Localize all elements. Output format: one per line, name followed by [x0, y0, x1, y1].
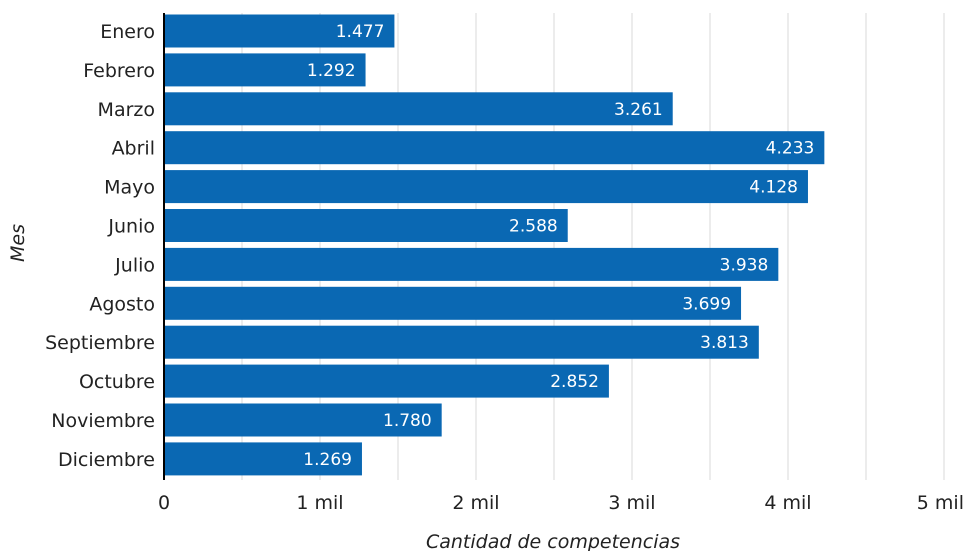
data-label: 1.477 — [336, 22, 385, 42]
bar — [164, 442, 362, 476]
x-tick-labels: 0 1 mil 2 mil 3 mil 4 mil 5 mil — [158, 492, 964, 514]
data-label: 3.261 — [614, 100, 663, 120]
data-label: 3.699 — [682, 294, 731, 314]
bar — [164, 53, 366, 87]
category-label: Noviembre — [51, 410, 155, 432]
bar — [164, 247, 779, 281]
data-label: 1.780 — [383, 411, 432, 431]
category-labels: Enero Febrero Marzo Abril Mayo Junio Julio Agos… — [45, 21, 155, 471]
gridlines — [241, 13, 945, 480]
category-label: Septiembre — [45, 332, 155, 354]
data-label: 2.852 — [550, 372, 599, 392]
data-label: 3.938 — [720, 255, 769, 275]
data-labels: 1.477 1.292 3.261 4.233 4.128 2.588 3.938 3.699… — [303, 22, 814, 470]
bar — [164, 364, 609, 398]
category-label: Junio — [107, 216, 155, 238]
data-label: 4.233 — [766, 139, 815, 159]
bar — [164, 131, 825, 165]
category-label: Abril — [112, 138, 155, 160]
category-label: Febrero — [83, 60, 155, 82]
category-label: Octubre — [79, 371, 155, 393]
data-label: 1.269 — [303, 450, 352, 470]
bar — [164, 325, 759, 359]
data-label: 3.813 — [700, 333, 749, 353]
bars — [164, 14, 825, 476]
bar — [164, 170, 808, 204]
category-label: Mayo — [104, 177, 155, 199]
bar — [164, 92, 673, 126]
bar — [164, 209, 568, 242]
bar — [164, 14, 395, 48]
x-tick-label: 0 — [158, 492, 170, 514]
bar — [164, 286, 742, 320]
data-label: 1.292 — [307, 61, 356, 81]
x-tick-label: 4 mil — [764, 492, 811, 514]
category-label: Marzo — [98, 99, 155, 121]
x-axis-title: Cantidad de competencias — [426, 531, 680, 551]
category-label: Diciembre — [58, 449, 155, 471]
category-label: Enero — [100, 21, 155, 43]
data-label: 4.128 — [749, 178, 798, 198]
category-label: Agosto — [89, 293, 155, 315]
x-tick-label: 3 mil — [608, 492, 655, 514]
bar — [164, 403, 442, 437]
category-label: Julio — [114, 254, 155, 276]
data-label: 2.588 — [509, 217, 558, 237]
y-axis-title: Mes — [7, 224, 29, 262]
x-tick-label: 2 mil — [452, 492, 499, 514]
x-tick-label: 5 mil — [917, 492, 964, 514]
x-tick-label: 1 mil — [296, 492, 343, 514]
